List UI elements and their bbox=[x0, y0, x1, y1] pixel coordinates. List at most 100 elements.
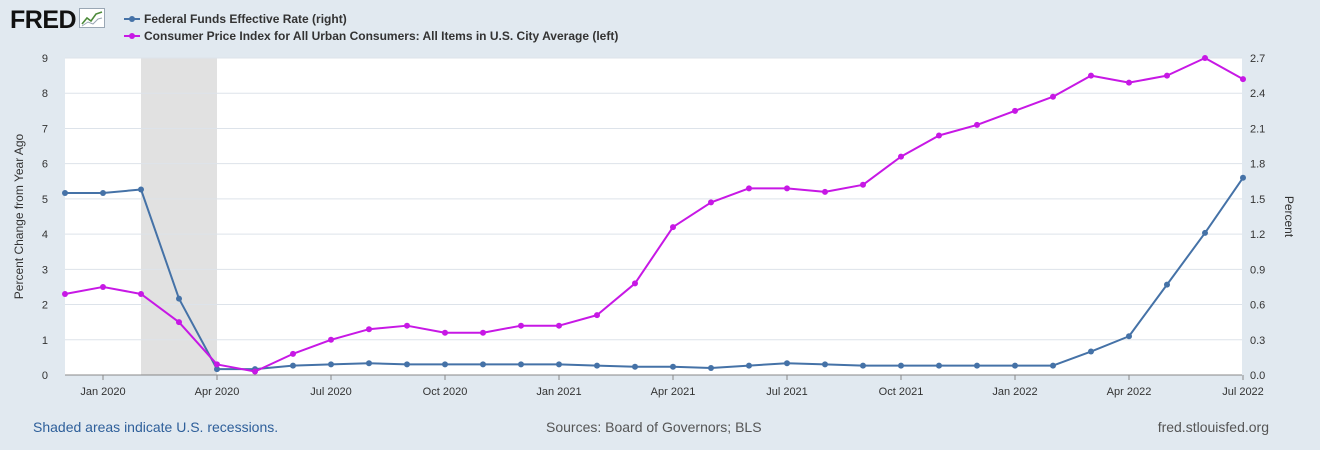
sources-text: Sources: Board of Governors; BLS bbox=[546, 419, 762, 435]
recession-note-link[interactable]: Shaded areas indicate U.S. recessions. bbox=[33, 419, 279, 435]
cpi-point bbox=[1012, 107, 1018, 114]
left-tick-label: 5 bbox=[42, 194, 48, 206]
cpi-point bbox=[1088, 72, 1094, 79]
left-tick-label: 6 bbox=[42, 159, 48, 171]
cpi-point bbox=[1240, 76, 1246, 83]
cpi-point bbox=[822, 188, 828, 195]
cpi-point bbox=[708, 199, 714, 206]
x-tick-label: Jul 2020 bbox=[310, 386, 352, 398]
legend-label-cpi: Consumer Price Index for All Urban Consu… bbox=[144, 28, 619, 43]
fedfunds-point bbox=[746, 362, 752, 369]
recession-shading bbox=[141, 58, 217, 375]
right-tick-label: 0.3 bbox=[1250, 335, 1265, 347]
x-tick-label: Oct 2021 bbox=[879, 386, 924, 398]
cpi-point bbox=[100, 283, 106, 290]
fedfunds-point bbox=[1050, 362, 1056, 369]
fedfunds-point bbox=[594, 362, 600, 369]
cpi-point bbox=[632, 280, 638, 287]
fedfunds-point bbox=[1164, 281, 1170, 288]
fedfunds-point bbox=[632, 363, 638, 370]
fedfunds-point bbox=[480, 361, 486, 368]
fedfunds-point bbox=[518, 361, 524, 368]
right-axis-label: Percent bbox=[1282, 196, 1296, 238]
legend-item-cpi[interactable]: Consumer Price Index for All Urban Consu… bbox=[124, 27, 618, 44]
fedfunds-point bbox=[936, 362, 942, 369]
cpi-point bbox=[594, 312, 600, 319]
cpi-point bbox=[1126, 79, 1132, 86]
right-tick-label: 0.0 bbox=[1250, 370, 1265, 382]
x-tick-label: Jan 2022 bbox=[992, 386, 1037, 398]
cpi-point bbox=[670, 224, 676, 231]
fedfunds-point bbox=[898, 362, 904, 369]
right-tick-label: 1.2 bbox=[1250, 229, 1265, 241]
cpi-point bbox=[176, 319, 182, 326]
left-tick-label: 4 bbox=[42, 229, 48, 241]
line-graph-icon bbox=[79, 8, 106, 33]
right-tick-label: 0.6 bbox=[1250, 300, 1265, 312]
right-tick-label: 1.5 bbox=[1250, 194, 1265, 206]
fedfunds-point bbox=[1088, 348, 1094, 355]
cpi-point bbox=[518, 322, 524, 329]
series-group bbox=[62, 55, 1246, 375]
fred-logo[interactable]: FRED bbox=[10, 6, 106, 35]
right-tick-label: 2.4 bbox=[1250, 88, 1265, 100]
left-tick-label: 8 bbox=[42, 88, 48, 100]
cpi-point bbox=[784, 185, 790, 192]
x-tick-label: Jan 2020 bbox=[80, 386, 125, 398]
fedfunds-swatch bbox=[124, 15, 140, 22]
cpi-point bbox=[860, 181, 866, 188]
fedfunds-point bbox=[138, 186, 144, 193]
cpi-point bbox=[556, 322, 562, 329]
cpi-point bbox=[252, 368, 258, 375]
x-tick-label: Oct 2020 bbox=[423, 386, 468, 398]
cpi-point bbox=[366, 326, 372, 333]
left-tick-label: 0 bbox=[42, 370, 48, 382]
fedfunds-point bbox=[62, 190, 68, 197]
cpi-point bbox=[328, 336, 334, 343]
x-tick-label: Apr 2020 bbox=[195, 386, 240, 398]
fedfunds-point bbox=[708, 364, 714, 371]
cpi-point bbox=[480, 329, 486, 336]
fedfunds-point bbox=[784, 360, 790, 367]
fedfunds-point bbox=[404, 361, 410, 368]
cpi-point bbox=[290, 350, 296, 357]
fedfunds-point bbox=[442, 361, 448, 368]
x-tick-label: Jul 2022 bbox=[1222, 386, 1264, 398]
site-url[interactable]: fred.stlouisfed.org bbox=[1157, 419, 1269, 435]
cpi-point bbox=[898, 153, 904, 160]
fedfunds-point bbox=[328, 361, 334, 368]
fedfunds-point bbox=[176, 295, 182, 302]
left-tick-label: 2 bbox=[42, 300, 48, 312]
fedfunds-point bbox=[670, 363, 676, 370]
left-tick-label: 3 bbox=[42, 264, 48, 276]
right-tick-label: 2.7 bbox=[1250, 53, 1265, 65]
right-tick-label: 2.1 bbox=[1250, 123, 1265, 135]
right-tick-label: 0.9 bbox=[1250, 264, 1265, 276]
fedfunds-point bbox=[290, 362, 296, 369]
left-tick-label: 7 bbox=[42, 123, 48, 135]
fedfunds-point bbox=[1012, 362, 1018, 369]
legend-item-fedfunds[interactable]: Federal Funds Effective Rate (right) bbox=[124, 10, 618, 27]
cpi-point bbox=[1050, 93, 1056, 100]
fedfunds-point bbox=[822, 361, 828, 368]
fedfunds-point bbox=[1240, 174, 1246, 181]
plot-area bbox=[65, 58, 1242, 375]
cpi-point bbox=[936, 132, 942, 139]
fedfunds-point bbox=[860, 362, 866, 369]
fedfunds-point bbox=[214, 366, 220, 373]
x-tick-label: Jan 2021 bbox=[536, 386, 581, 398]
cpi-point bbox=[442, 329, 448, 336]
cpi-point bbox=[214, 361, 220, 368]
fedfunds-point bbox=[1202, 229, 1208, 236]
fedfunds-point bbox=[556, 361, 562, 368]
fedfunds-point bbox=[1126, 333, 1132, 340]
logo-text: FRED bbox=[10, 6, 77, 34]
cpi-point bbox=[1202, 55, 1208, 61]
left-axis-label: Percent Change from Year Ago bbox=[12, 133, 26, 299]
cpi-point bbox=[746, 185, 752, 192]
cpi-swatch bbox=[124, 32, 140, 39]
fedfunds-point bbox=[366, 360, 372, 367]
cpi-point bbox=[1164, 72, 1170, 79]
left-tick-label: 9 bbox=[42, 53, 48, 65]
fedfunds-point bbox=[100, 190, 106, 197]
